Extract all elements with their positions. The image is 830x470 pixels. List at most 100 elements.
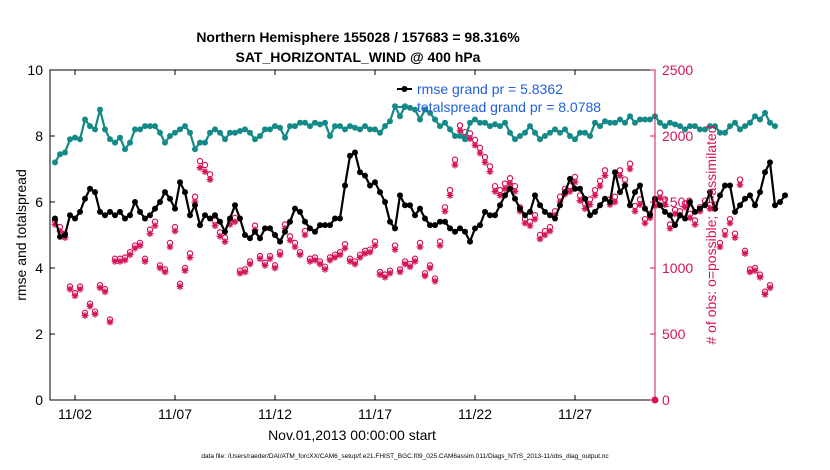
obs-assimilated-point (301, 231, 309, 239)
totalspread-point (727, 123, 733, 130)
obs-assimilated-point (601, 172, 609, 179)
totalspread-point (237, 128, 243, 134)
totalspread-point (457, 133, 463, 139)
rmse-point (487, 212, 493, 219)
obs-assimilated-point (71, 292, 79, 300)
obs-assimilated-point (106, 318, 114, 326)
totalspread-point (277, 124, 283, 131)
obs-assimilated-point (421, 272, 429, 280)
obs-assimilated-point (166, 243, 174, 251)
obs-assimilated-point (666, 225, 674, 232)
totalspread-point (227, 129, 233, 136)
obs-assimilated-point (51, 221, 59, 228)
rmse-point (737, 202, 743, 209)
rmse-point (612, 169, 618, 176)
totalspread-point (297, 119, 303, 126)
obs-assimilated-point (746, 268, 754, 276)
totalspread-point (432, 116, 438, 123)
obs-assimilated-point (736, 181, 744, 189)
totalspread-point (417, 116, 423, 123)
obs-assimilated-point (346, 258, 354, 265)
obs-assimilated-point (111, 258, 119, 265)
rmse-point (62, 232, 68, 238)
chart-title-line1: Northern Hemisphere 155028 / 157683 = 98… (196, 29, 520, 45)
obs-assimilated-point (96, 284, 104, 292)
obs-assimilated-point (531, 215, 539, 223)
totalspread-point (257, 133, 263, 139)
rmse-point (262, 225, 268, 232)
rmse-point (407, 202, 413, 209)
rmse-point (312, 228, 318, 235)
obs-assimilated-point (571, 178, 579, 186)
totalspread-point (372, 126, 378, 133)
totalspread-point (172, 129, 178, 136)
obs-assimilated-point (336, 251, 344, 259)
totalspread-point (742, 123, 748, 130)
totalspread-point (162, 139, 168, 146)
totalspread-point (707, 123, 713, 130)
obs-assimilated-point (201, 168, 209, 176)
rmse-point (292, 205, 298, 212)
totalspread-point (587, 133, 593, 139)
rmse-point (167, 195, 173, 202)
obs-assimilated-point (361, 250, 369, 257)
totalspread-point (512, 136, 518, 143)
totalspread-point (367, 126, 373, 133)
rmse-point (727, 182, 733, 189)
totalspread-point (677, 123, 683, 130)
rmse-point (117, 208, 123, 215)
legend-rmse-marker (401, 86, 408, 92)
totalspread-point (542, 133, 548, 139)
totalspread-point (517, 133, 523, 139)
obs-assimilated-point (326, 256, 334, 264)
totalspread-point (492, 121, 498, 128)
obs-assimilated-point (471, 141, 479, 149)
obs-assimilated-point (171, 227, 179, 235)
obs-assimilated-point (556, 198, 564, 206)
rmse-point (362, 172, 368, 179)
obs-assimilated-point (266, 255, 274, 263)
totalspread-point (187, 129, 193, 136)
rmse-point (767, 159, 773, 166)
left-tick-label: 10 (27, 62, 43, 78)
totalspread-point (177, 126, 183, 133)
obs-assimilated-point (341, 244, 349, 252)
totalspread-point (412, 106, 418, 113)
obs-assimilated-point (476, 149, 484, 157)
left-tick-label: 6 (35, 194, 43, 210)
totalspread-point (702, 126, 708, 133)
rmse-point (557, 202, 563, 209)
totalspread-point (347, 123, 353, 130)
rmse-point (282, 228, 288, 235)
obs-assimilated-point (411, 258, 419, 265)
totalspread-point (672, 121, 678, 128)
rmse-point (52, 215, 58, 222)
rmse-point (642, 205, 648, 212)
rmse-point (367, 182, 373, 189)
obs-assimilated-point (681, 203, 689, 211)
right-tick-label: 2500 (662, 62, 693, 78)
rmse-point (242, 232, 248, 238)
totalspread-point (232, 129, 238, 136)
x-tick-label: 11/02 (58, 406, 92, 422)
totalspread-point (732, 119, 738, 126)
rmse-point (237, 215, 243, 222)
totalspread-point (127, 139, 133, 146)
obs-assimilated-point (136, 242, 144, 249)
totalspread-point (747, 119, 753, 126)
rmse-point (387, 218, 393, 225)
rmse-point (432, 222, 438, 229)
rmse-point (382, 199, 388, 205)
obs-assimilated-point (191, 198, 199, 206)
rmse-point (572, 185, 578, 192)
rmse-point (427, 222, 433, 229)
obs-assimilated-point (496, 192, 504, 199)
obs-assimilated-point (206, 176, 214, 183)
totalspread-point (452, 133, 458, 139)
obs-assimilated-point (276, 251, 284, 259)
totalspread-point (322, 119, 328, 126)
obs-assimilated-point (91, 310, 99, 318)
obs-assimilated-point (686, 214, 694, 222)
obs-assimilated-point (56, 227, 64, 235)
totalspread-point (532, 129, 538, 136)
